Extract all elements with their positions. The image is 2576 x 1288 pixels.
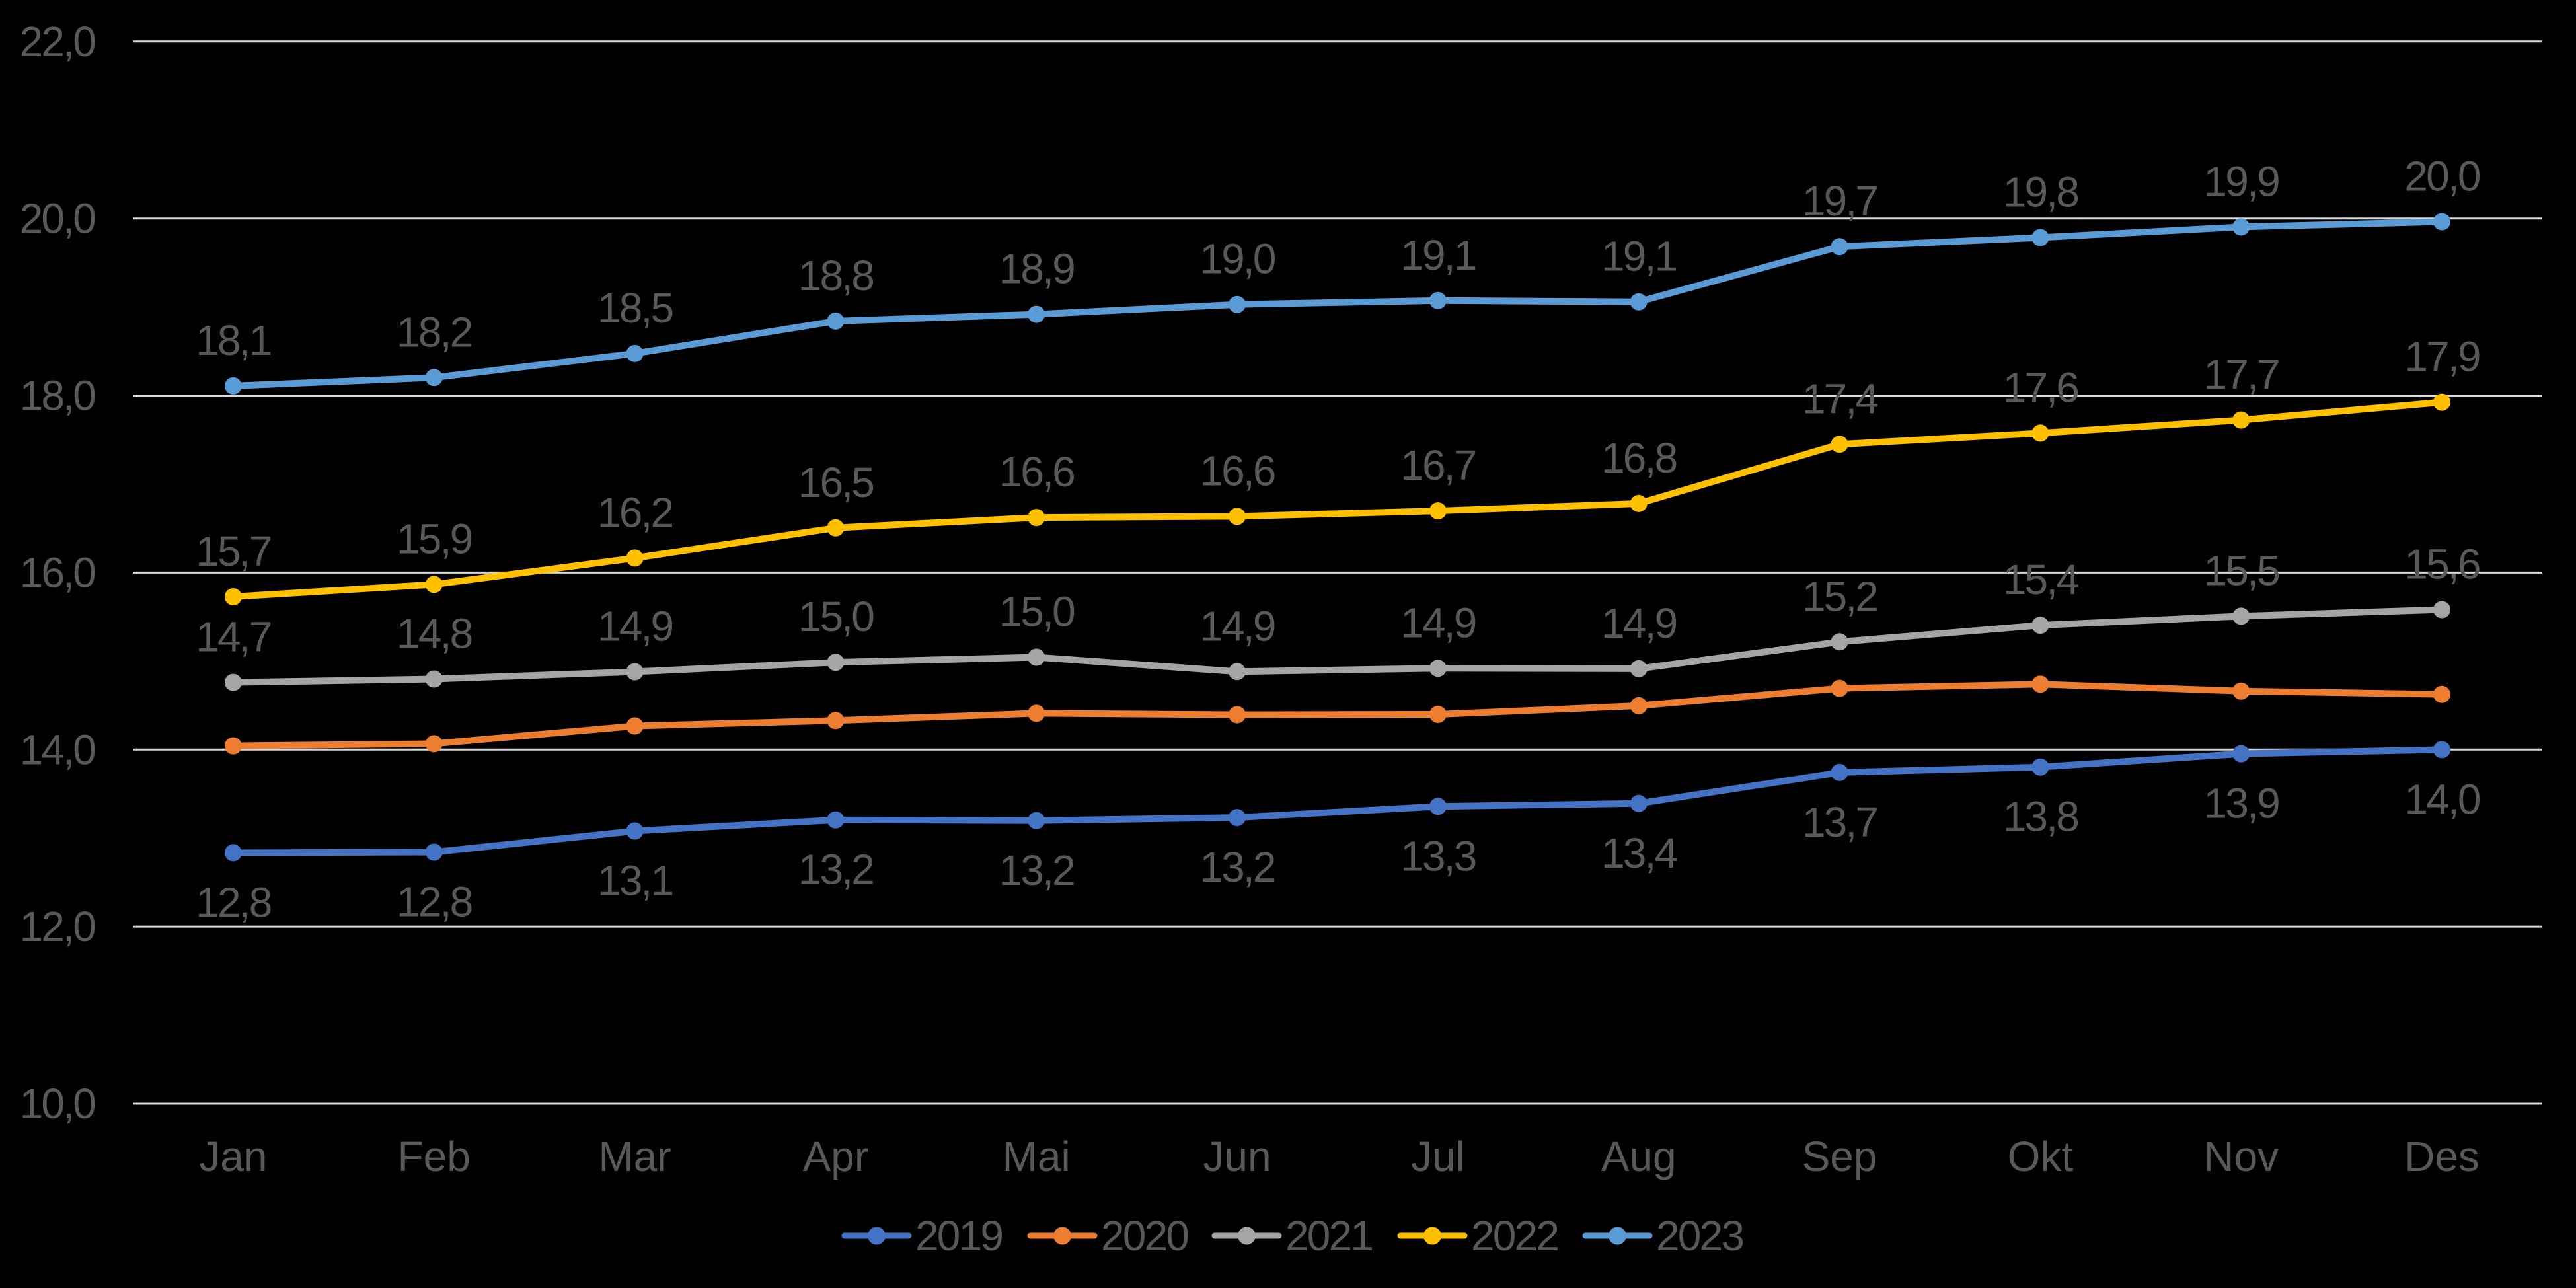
svg-text:Jun: Jun bbox=[1203, 1133, 1271, 1180]
svg-text:2023: 2023 bbox=[1656, 1212, 1743, 1260]
svg-text:2022: 2022 bbox=[1471, 1212, 1558, 1260]
svg-text:18,2: 18,2 bbox=[397, 308, 472, 356]
svg-text:Okt: Okt bbox=[2008, 1133, 2074, 1180]
svg-text:16,5: 16,5 bbox=[798, 459, 874, 506]
svg-text:16,0: 16,0 bbox=[20, 549, 96, 596]
svg-text:18,1: 18,1 bbox=[196, 317, 271, 364]
svg-text:15,0: 15,0 bbox=[798, 593, 874, 640]
svg-text:22,0: 22,0 bbox=[20, 18, 96, 65]
svg-text:2019: 2019 bbox=[915, 1212, 1002, 1260]
svg-text:15,6: 15,6 bbox=[2404, 541, 2480, 588]
svg-text:18,8: 18,8 bbox=[798, 252, 874, 299]
svg-text:2020: 2020 bbox=[1101, 1212, 1188, 1260]
svg-text:18,9: 18,9 bbox=[999, 245, 1075, 293]
svg-text:16,6: 16,6 bbox=[1199, 447, 1275, 494]
svg-text:19,1: 19,1 bbox=[1601, 233, 1677, 280]
svg-text:13,2: 13,2 bbox=[1199, 843, 1275, 891]
svg-text:17,4: 17,4 bbox=[1802, 375, 1878, 422]
svg-text:Aug: Aug bbox=[1601, 1133, 1677, 1180]
svg-text:2021: 2021 bbox=[1285, 1212, 1372, 1260]
svg-text:14,0: 14,0 bbox=[2404, 775, 2480, 823]
svg-text:18,0: 18,0 bbox=[20, 372, 96, 420]
svg-text:12,8: 12,8 bbox=[196, 878, 271, 926]
svg-text:14,9: 14,9 bbox=[597, 603, 673, 650]
svg-text:17,9: 17,9 bbox=[2404, 333, 2480, 381]
svg-text:14,8: 14,8 bbox=[397, 610, 472, 658]
svg-text:13,3: 13,3 bbox=[1400, 832, 1476, 880]
svg-text:20,0: 20,0 bbox=[2404, 153, 2480, 200]
svg-text:Jul: Jul bbox=[1411, 1133, 1465, 1180]
svg-text:Feb: Feb bbox=[398, 1133, 471, 1180]
svg-text:19,8: 19,8 bbox=[2003, 169, 2078, 216]
svg-text:14,9: 14,9 bbox=[1400, 599, 1476, 646]
svg-text:13,2: 13,2 bbox=[999, 847, 1075, 894]
svg-text:15,2: 15,2 bbox=[1802, 572, 1877, 620]
svg-text:16,2: 16,2 bbox=[597, 488, 673, 536]
svg-text:19,7: 19,7 bbox=[1802, 177, 1877, 225]
svg-text:14,7: 14,7 bbox=[196, 613, 271, 661]
svg-text:13,7: 13,7 bbox=[1802, 798, 1877, 846]
svg-text:15,7: 15,7 bbox=[196, 527, 271, 575]
svg-text:16,7: 16,7 bbox=[1400, 441, 1476, 489]
svg-text:Mai: Mai bbox=[1003, 1133, 1071, 1180]
svg-text:19,9: 19,9 bbox=[2204, 157, 2279, 205]
svg-text:15,5: 15,5 bbox=[2204, 547, 2279, 594]
svg-text:15,0: 15,0 bbox=[999, 588, 1075, 636]
svg-text:17,6: 17,6 bbox=[2003, 363, 2078, 411]
svg-text:Nov: Nov bbox=[2203, 1133, 2279, 1180]
svg-text:16,8: 16,8 bbox=[1601, 434, 1677, 482]
svg-text:13,9: 13,9 bbox=[2204, 780, 2279, 827]
svg-text:16,6: 16,6 bbox=[999, 448, 1075, 496]
svg-text:15,4: 15,4 bbox=[2003, 556, 2079, 603]
svg-text:14,0: 14,0 bbox=[20, 726, 96, 773]
svg-text:12,0: 12,0 bbox=[20, 903, 96, 950]
svg-text:17,7: 17,7 bbox=[2204, 351, 2279, 398]
svg-text:20,0: 20,0 bbox=[20, 195, 96, 243]
svg-text:Des: Des bbox=[2404, 1133, 2480, 1180]
svg-text:14,9: 14,9 bbox=[1199, 602, 1275, 650]
svg-text:Jan: Jan bbox=[199, 1133, 267, 1180]
svg-text:13,2: 13,2 bbox=[798, 846, 874, 893]
svg-text:13,4: 13,4 bbox=[1601, 829, 1677, 877]
svg-text:Apr: Apr bbox=[803, 1133, 869, 1180]
svg-text:13,8: 13,8 bbox=[2003, 793, 2078, 841]
svg-text:14,9: 14,9 bbox=[1601, 599, 1677, 647]
svg-text:15,9: 15,9 bbox=[397, 515, 472, 562]
svg-text:13,1: 13,1 bbox=[597, 857, 673, 905]
svg-text:Mar: Mar bbox=[598, 1133, 671, 1180]
svg-text:10,0: 10,0 bbox=[20, 1080, 96, 1127]
svg-text:Sep: Sep bbox=[1802, 1133, 1877, 1180]
svg-text:18,5: 18,5 bbox=[597, 284, 673, 332]
svg-text:19,1: 19,1 bbox=[1400, 231, 1476, 279]
svg-text:12,8: 12,8 bbox=[397, 878, 472, 926]
svg-text:19,0: 19,0 bbox=[1199, 235, 1275, 283]
